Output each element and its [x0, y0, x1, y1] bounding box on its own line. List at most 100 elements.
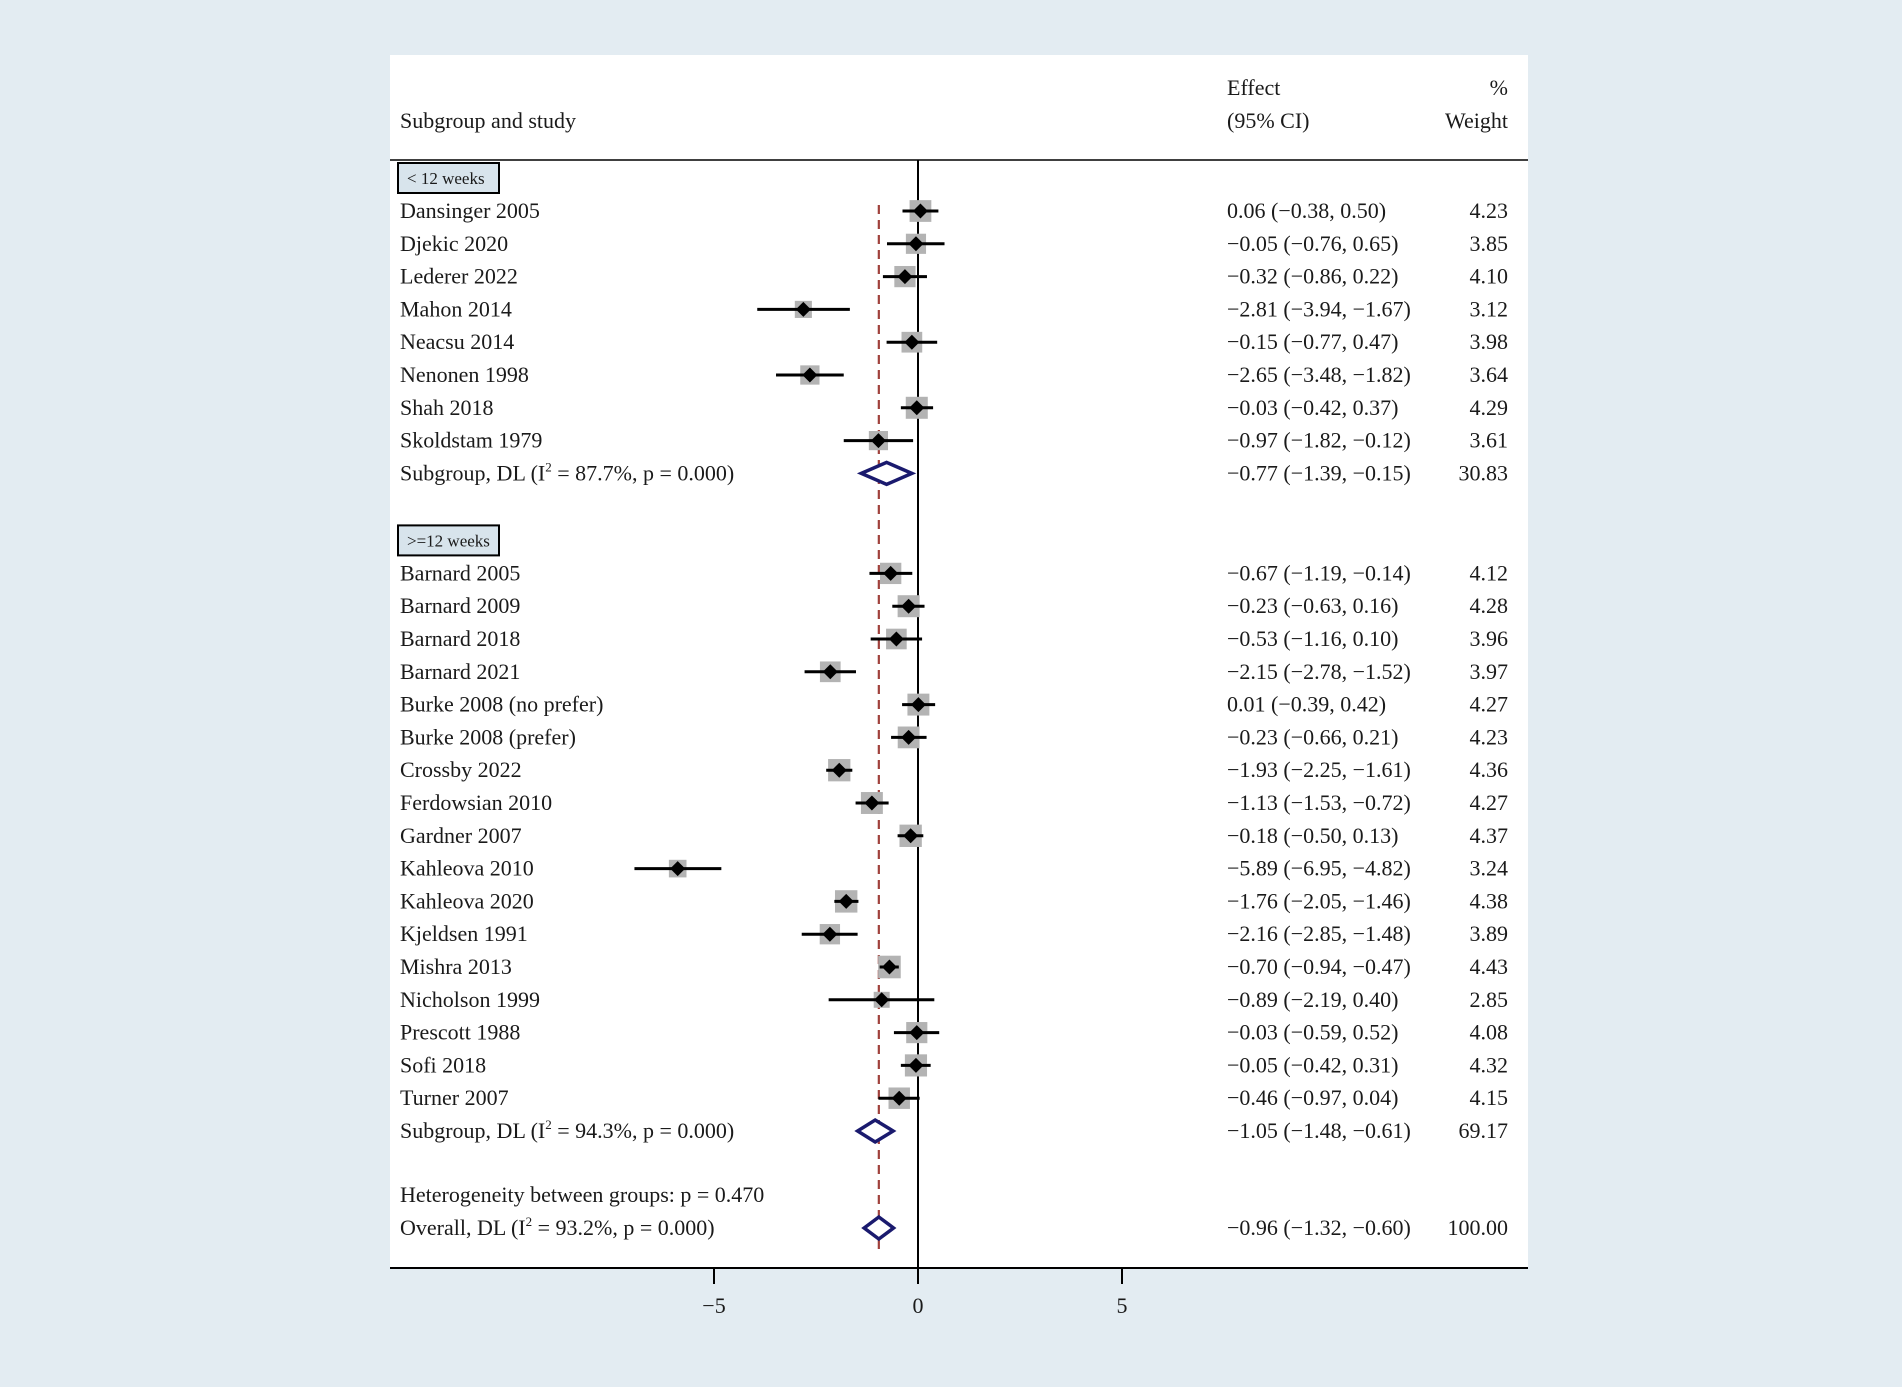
ci-value: −1.93 (−2.25, −1.61): [1227, 757, 1411, 782]
point-estimate: [903, 828, 919, 844]
subgroup-header-box: [397, 524, 500, 557]
ci-value: −1.76 (−2.05, −1.46): [1227, 888, 1411, 913]
weight-value: 4.10: [1470, 264, 1509, 289]
point-estimate: [795, 301, 811, 317]
point-estimate: [910, 697, 926, 713]
weight-value: 3.85: [1470, 231, 1509, 256]
ci-value: 0.01 (−0.39, 0.42): [1227, 692, 1386, 717]
study-label: Barnard 2018: [400, 626, 520, 651]
ci-value: −0.70 (−0.94, −0.47): [1227, 954, 1411, 979]
heterogeneity-text: Heterogeneity between groups: p = 0.470: [400, 1182, 764, 1207]
weight-value: 4.29: [1470, 395, 1509, 420]
ci-value: 0.06 (−0.38, 0.50): [1227, 198, 1386, 223]
weight-value: 4.27: [1470, 692, 1509, 717]
subgroup-summary-ci-value: −1.05 (−1.48, −0.61): [1227, 1118, 1411, 1143]
point-estimate: [904, 334, 920, 350]
study-label: Dansinger 2005: [400, 198, 540, 223]
point-estimate: [822, 664, 838, 680]
weight-value: 4.08: [1470, 1020, 1509, 1045]
point-estimate: [912, 203, 928, 219]
study-label: Nicholson 1999: [400, 987, 540, 1012]
weight-value: 4.28: [1470, 593, 1509, 618]
weight-value: 4.37: [1470, 823, 1509, 848]
subgroup-summary-ci-value: −0.77 (−1.39, −0.15): [1227, 460, 1411, 485]
study-label: Crossby 2022: [400, 757, 522, 782]
study-label: Barnard 2009: [400, 593, 520, 618]
ci-value: −2.65 (−3.48, −1.82): [1227, 362, 1411, 387]
ci-value: −0.97 (−1.82, −0.12): [1227, 428, 1411, 453]
weight-value: 2.85: [1470, 987, 1509, 1012]
study-label: Mahon 2014: [400, 296, 512, 321]
ci-value: −1.13 (−1.53, −0.72): [1227, 790, 1411, 815]
point-estimate: [901, 598, 917, 614]
x-tick-label: 5: [1117, 1293, 1128, 1318]
ci-value: −0.03 (−0.42, 0.37): [1227, 395, 1398, 420]
header-percent: %: [1490, 75, 1508, 100]
weight-value: 4.36: [1470, 757, 1509, 782]
subgroup-header-box: [397, 162, 500, 194]
weight-value: 4.15: [1470, 1085, 1509, 1110]
subgroup-summary-weight-value: 69.17: [1459, 1118, 1509, 1143]
subgroup-summary-label: Subgroup, DL (I2 = 87.7%, p = 0.000): [400, 459, 734, 485]
ci-value: −0.23 (−0.66, 0.21): [1227, 724, 1398, 749]
weight-value: 3.24: [1470, 856, 1509, 881]
header-weight: Weight: [1445, 108, 1508, 133]
subgroup-summary-label: Subgroup, DL (I2 = 94.3%, p = 0.000): [400, 1117, 734, 1143]
overall-summary-weight-value: 100.00: [1448, 1215, 1509, 1240]
ci-value: −0.23 (−0.63, 0.16): [1227, 593, 1398, 618]
point-estimate: [670, 861, 686, 877]
study-label: Sofi 2018: [400, 1052, 486, 1077]
point-estimate: [908, 236, 924, 252]
ci-value: −0.05 (−0.76, 0.65): [1227, 231, 1398, 256]
study-label: Djekic 2020: [400, 231, 508, 256]
weight-value: 4.38: [1470, 888, 1509, 913]
point-estimate: [909, 1025, 925, 1041]
header-effect: Effect: [1227, 75, 1280, 100]
ci-value: −0.32 (−0.86, 0.22): [1227, 264, 1398, 289]
ci-value: −5.89 (−6.95, −4.82): [1227, 856, 1411, 881]
subgroup-label: >=12 weeks: [407, 531, 490, 550]
weight-value: 3.97: [1470, 659, 1509, 684]
study-label: Lederer 2022: [400, 264, 518, 289]
ci-value: −0.67 (−1.19, −0.14): [1227, 560, 1411, 585]
ci-value: −2.81 (−3.94, −1.67): [1227, 296, 1411, 321]
study-label: Barnard 2005: [400, 560, 520, 585]
weight-value: 3.64: [1470, 362, 1509, 387]
point-estimate: [908, 1057, 924, 1073]
weight-value: 4.12: [1470, 560, 1509, 585]
study-label: Mishra 2013: [400, 954, 512, 979]
study-label: Nenonen 1998: [400, 362, 529, 387]
weight-value: 3.61: [1470, 428, 1509, 453]
ci-value: −0.15 (−0.77, 0.47): [1227, 329, 1398, 354]
point-estimate: [881, 959, 897, 975]
header-study: Subgroup and study: [400, 108, 576, 133]
subgroup-label: < 12 weeks: [407, 169, 485, 188]
subgroup-summary-weight-value: 30.83: [1459, 460, 1509, 485]
overall-summary-diamond: [861, 1214, 897, 1242]
point-estimate: [888, 631, 904, 647]
x-tick-label: 0: [913, 1293, 924, 1318]
weight-value: 4.43: [1470, 954, 1509, 979]
point-estimate: [891, 1090, 907, 1106]
study-label: Ferdowsian 2010: [400, 790, 552, 815]
subgroup-summary-diamond: [854, 1117, 897, 1145]
point-estimate: [864, 795, 880, 811]
weight-value: 3.98: [1470, 329, 1509, 354]
point-estimate: [838, 893, 854, 909]
ci-value: −0.89 (−2.19, 0.40): [1227, 987, 1398, 1012]
point-estimate: [897, 269, 913, 285]
study-label: Burke 2008 (prefer): [400, 724, 576, 749]
ci-value: −0.03 (−0.59, 0.52): [1227, 1020, 1398, 1045]
x-tick-label: −5: [702, 1293, 725, 1318]
point-estimate: [874, 992, 890, 1008]
study-label: Gardner 2007: [400, 823, 522, 848]
weight-value: 4.27: [1470, 790, 1509, 815]
point-estimate: [901, 729, 917, 745]
point-estimate: [831, 762, 847, 778]
weight-value: 4.32: [1470, 1052, 1509, 1077]
point-estimate: [870, 433, 886, 449]
study-label: Burke 2008 (no prefer): [400, 692, 603, 717]
ci-value: −0.18 (−0.50, 0.13): [1227, 823, 1398, 848]
weight-value: 3.89: [1470, 921, 1509, 946]
